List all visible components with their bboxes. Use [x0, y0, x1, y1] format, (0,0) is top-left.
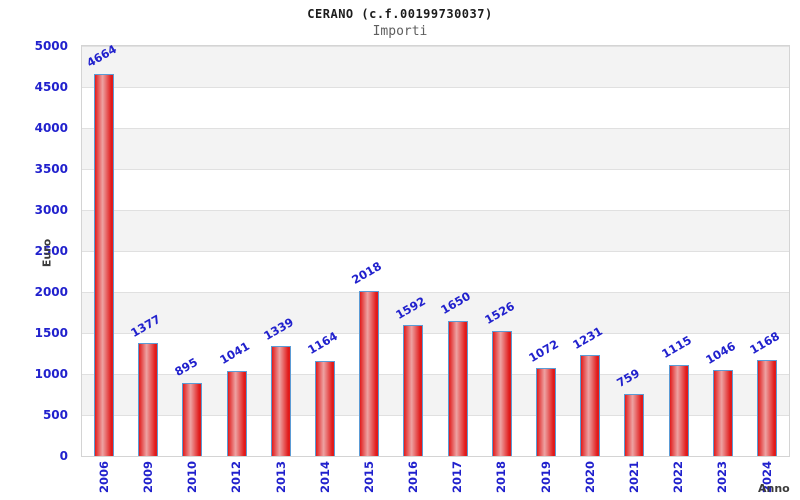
bar-slot: 1115 [656, 46, 700, 456]
bar-slot: 759 [612, 46, 656, 456]
x-axis-labels: 2006 2009 2010 2012 2013 2014 2015 2016 2017 2018… [82, 461, 789, 499]
bar-slot: 1526 [480, 46, 524, 456]
x-tick-label: 2018 [494, 461, 509, 494]
x-tick-label: 2022 [671, 461, 686, 494]
y-tick-label: 1500 [34, 326, 68, 340]
y-tick-label: 0 [59, 449, 68, 463]
bar-value-label: 2018 [349, 258, 385, 287]
bar [447, 320, 468, 456]
x-tick-label: 2021 [627, 461, 642, 494]
bar-slot: 1231 [568, 46, 612, 456]
x-label-slot: 2014 [303, 461, 347, 499]
bars-container: 4664 1377 895 1041 1339 1164 2018 1592 1650 1526 1… [82, 41, 789, 456]
bar-slot: 1339 [259, 46, 303, 456]
x-tick-label: 2013 [273, 461, 288, 494]
bar-slot: 2018 [347, 46, 391, 456]
x-label-slot: 2012 [215, 461, 259, 499]
bar-slot: 895 [170, 46, 214, 456]
x-label-slot: 2009 [126, 461, 170, 499]
bar [712, 370, 733, 456]
bar-slot: 1650 [436, 46, 480, 456]
x-label-slot: 2021 [612, 461, 656, 499]
y-axis-ticks: 0 500 1000 1500 2000 2500 3000 3500 4000 4500 5000 [0, 39, 74, 463]
x-label-slot: 2013 [259, 461, 303, 499]
bar [315, 360, 336, 456]
bar [359, 290, 380, 456]
bar-slot: 1377 [126, 46, 170, 456]
bar-value-label: 1339 [261, 314, 296, 343]
bar-value-label: 759 [614, 366, 643, 391]
chart-subtitle: Importi [372, 24, 428, 39]
y-axis-title: Euro [40, 238, 54, 268]
bar-slot: 1164 [303, 46, 347, 456]
bar-slot: 1168 [745, 46, 789, 456]
bar-value-label: 1526 [482, 299, 517, 328]
bar-value-label: 1041 [216, 338, 252, 368]
x-label-slot: 2017 [436, 461, 480, 499]
x-label-slot: 2023 [701, 461, 745, 499]
bar [182, 382, 203, 456]
bar-value-label: 1168 [747, 328, 782, 357]
bar [756, 360, 777, 456]
x-label-slot: 2016 [391, 461, 435, 499]
bar [403, 325, 424, 456]
x-tick-label: 2010 [185, 461, 200, 494]
x-axis-title: Anno [758, 482, 790, 495]
bar [138, 343, 159, 456]
bar-value-label: 1046 [702, 338, 738, 367]
y-tick-label: 3500 [34, 162, 68, 176]
y-tick-label: 4500 [34, 80, 68, 94]
bar [535, 368, 556, 456]
bar-value-label: 1650 [437, 289, 473, 318]
x-tick-label: 2006 [96, 461, 111, 494]
bar [270, 346, 291, 456]
y-tick-label: 3000 [34, 203, 68, 217]
bar [668, 364, 689, 456]
bar-slot: 1592 [391, 46, 435, 456]
x-label-slot: 2022 [656, 461, 700, 499]
bar [94, 73, 115, 456]
y-tick-label: 2500 [34, 244, 68, 258]
x-tick-label: 2020 [582, 461, 597, 494]
x-tick-label: 2023 [715, 461, 730, 494]
x-tick-label: 2012 [229, 461, 244, 494]
bar-value-label: 1072 [526, 336, 561, 365]
x-tick-label: 2017 [450, 461, 465, 494]
bar-slot: 1041 [215, 46, 259, 456]
x-label-slot: 2019 [524, 461, 568, 499]
bar-value-label: 1115 [658, 332, 694, 362]
bar [624, 393, 645, 456]
bar-slot: 1046 [701, 46, 745, 456]
bar-value-label: 1377 [128, 311, 164, 340]
x-label-slot: 2006 [82, 461, 126, 499]
x-label-slot: 2015 [347, 461, 391, 499]
bar-value-label: 1164 [305, 328, 341, 357]
y-tick-label: 5000 [34, 39, 68, 53]
bar-value-label: 1231 [570, 323, 606, 352]
x-tick-label: 2019 [538, 461, 553, 494]
y-tick-label: 500 [42, 408, 68, 422]
chart-title: CERANO (c.f.00199730037) [307, 7, 493, 21]
x-tick-label: 2016 [406, 461, 421, 494]
bar [226, 370, 247, 456]
x-tick-label: 2009 [140, 461, 155, 494]
bar-slot: 4664 [82, 41, 126, 456]
bar [580, 355, 601, 456]
x-tick-label: 2014 [317, 461, 332, 494]
x-tick-label: 2015 [361, 461, 376, 494]
y-tick-label: 2000 [34, 285, 68, 299]
y-tick-label: 4000 [34, 121, 68, 135]
bar-value-label: 4664 [84, 41, 120, 70]
bar [491, 330, 512, 456]
y-tick-label: 1000 [34, 367, 68, 381]
x-label-slot: 2018 [480, 461, 524, 499]
x-label-slot: 2010 [170, 461, 214, 499]
bar-value-label: 1592 [393, 293, 429, 322]
x-label-slot: 2020 [568, 461, 612, 499]
bar-value-label: 895 [172, 354, 201, 380]
bar-slot: 1072 [524, 46, 568, 456]
